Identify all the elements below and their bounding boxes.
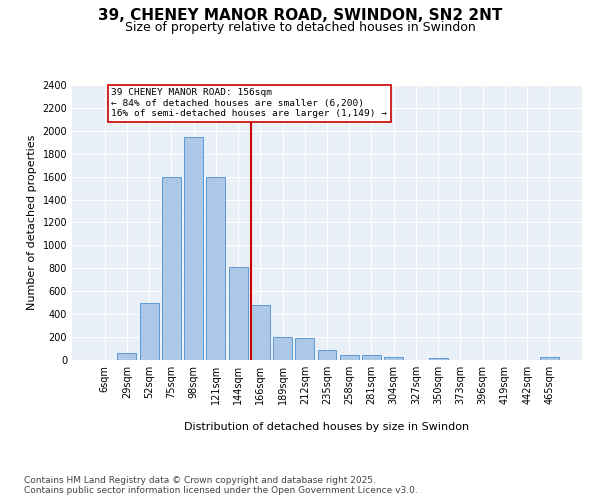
- Text: 39, CHENEY MANOR ROAD, SWINDON, SN2 2NT: 39, CHENEY MANOR ROAD, SWINDON, SN2 2NT: [98, 8, 502, 22]
- Bar: [229, 267, 248, 360]
- Bar: [384, 356, 403, 360]
- Bar: [251, 305, 270, 360]
- Bar: [118, 353, 136, 360]
- Text: 39 CHENEY MANOR ROAD: 156sqm
← 84% of detached houses are smaller (6,200)
16% of: 39 CHENEY MANOR ROAD: 156sqm ← 84% of de…: [112, 88, 388, 118]
- Text: Size of property relative to detached houses in Swindon: Size of property relative to detached ho…: [125, 21, 475, 34]
- Bar: [362, 356, 381, 360]
- Bar: [140, 302, 158, 360]
- Text: Distribution of detached houses by size in Swindon: Distribution of detached houses by size …: [184, 422, 470, 432]
- Text: Contains HM Land Registry data © Crown copyright and database right 2025.
Contai: Contains HM Land Registry data © Crown c…: [24, 476, 418, 495]
- Bar: [273, 337, 292, 360]
- Y-axis label: Number of detached properties: Number of detached properties: [27, 135, 37, 310]
- Bar: [317, 350, 337, 360]
- Bar: [540, 356, 559, 360]
- Bar: [295, 338, 314, 360]
- Bar: [206, 176, 225, 360]
- Bar: [429, 358, 448, 360]
- Bar: [340, 355, 359, 360]
- Bar: [184, 136, 203, 360]
- Bar: [162, 176, 181, 360]
